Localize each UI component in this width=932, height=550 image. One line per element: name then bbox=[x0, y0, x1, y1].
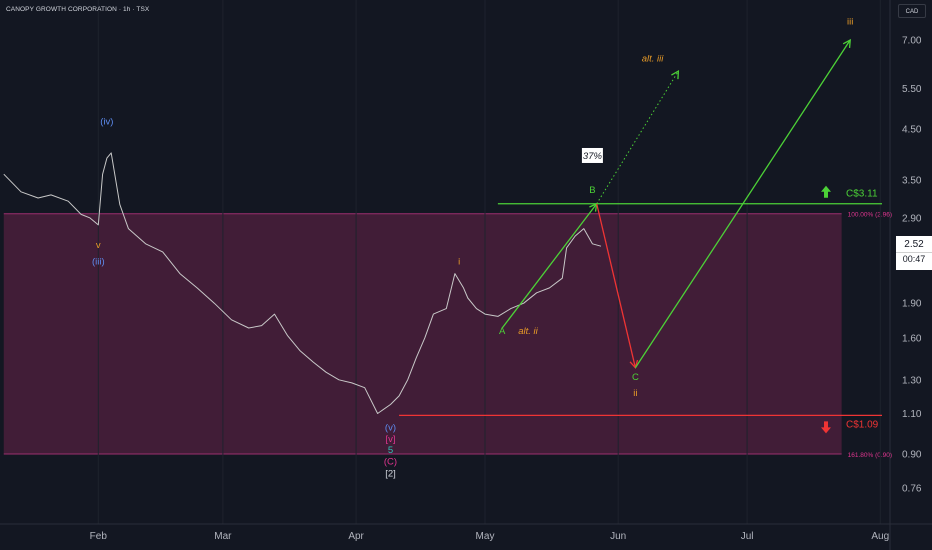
wave-label-4: [v] bbox=[385, 434, 395, 445]
level-label-0: C$3.11 bbox=[846, 189, 878, 200]
y-tick-label: 3.50 bbox=[902, 175, 922, 186]
y-tick-label: 0.90 bbox=[902, 450, 922, 461]
wave-label-1: v bbox=[96, 240, 101, 251]
wave-label-3: (v) bbox=[385, 423, 396, 434]
projection-arrowhead-3 bbox=[671, 69, 680, 80]
y-tick-label: 4.50 bbox=[902, 125, 922, 136]
projection-arrowhead-2 bbox=[842, 38, 851, 49]
down-arrow-icon bbox=[821, 421, 831, 434]
projection-arrowhead-0 bbox=[589, 202, 598, 212]
wave-label-8: i bbox=[458, 257, 460, 268]
last-price-tag: 2.52 00:47 bbox=[896, 236, 932, 270]
wave-label-10: alt. ii bbox=[518, 326, 538, 337]
wave-label-5: 5 bbox=[388, 445, 393, 456]
currency-selector[interactable]: CAD bbox=[898, 4, 926, 18]
y-tick-label: 1.30 bbox=[902, 375, 922, 386]
wave-label-11: B bbox=[589, 185, 595, 196]
wave-label-7: [2] bbox=[385, 469, 396, 480]
y-tick-label: 1.90 bbox=[902, 299, 922, 310]
projection-arrowhead-1 bbox=[629, 359, 639, 370]
up-arrow-icon bbox=[821, 185, 831, 198]
projection-line-0 bbox=[501, 203, 598, 329]
y-tick-label: 1.60 bbox=[902, 333, 922, 344]
price-line bbox=[3, 152, 602, 414]
x-tick-label: Apr bbox=[348, 531, 364, 542]
level-label-1: C$1.09 bbox=[846, 419, 879, 430]
wave-label-12: C bbox=[632, 372, 639, 383]
x-tick-label: Jun bbox=[610, 531, 626, 542]
x-tick-label: Feb bbox=[90, 531, 108, 542]
wave-label-15: iii bbox=[847, 17, 853, 28]
y-tick-label: 7.00 bbox=[902, 36, 922, 47]
y-tick-label: 2.90 bbox=[902, 213, 922, 224]
projection-line-1 bbox=[596, 203, 637, 368]
probability-badge-text: 37% bbox=[583, 151, 603, 162]
wave-label-9: A bbox=[499, 326, 506, 337]
projection-line-3 bbox=[596, 70, 679, 205]
wave-label-2: (iii) bbox=[92, 257, 105, 268]
x-tick-label: May bbox=[476, 531, 495, 542]
target-zone bbox=[3, 213, 842, 454]
y-tick-label: 5.50 bbox=[902, 84, 922, 95]
y-tick-label: 0.76 bbox=[902, 484, 922, 495]
zone-bottom-label: 161.80% (0.90) bbox=[848, 452, 892, 459]
wave-label-6: (C) bbox=[384, 456, 397, 467]
bar-countdown: 00:47 bbox=[896, 252, 932, 264]
x-tick-label: Aug bbox=[871, 531, 889, 542]
x-tick-label: Jul bbox=[741, 531, 754, 542]
last-price-value: 2.52 bbox=[904, 239, 924, 250]
wave-label-0: (iv) bbox=[100, 117, 113, 128]
wave-label-14: alt. iii bbox=[642, 53, 665, 64]
y-tick-label: 1.10 bbox=[902, 409, 922, 420]
x-tick-label: Mar bbox=[214, 531, 232, 542]
zone-top-label: 100.00% (2.96) bbox=[848, 212, 892, 219]
probability-badge bbox=[580, 146, 604, 164]
chart-title: CANOPY GROWTH CORPORATION · 1h · TSX bbox=[6, 6, 150, 13]
wave-label-13: ii bbox=[633, 388, 637, 399]
projection-line-2 bbox=[634, 39, 851, 369]
